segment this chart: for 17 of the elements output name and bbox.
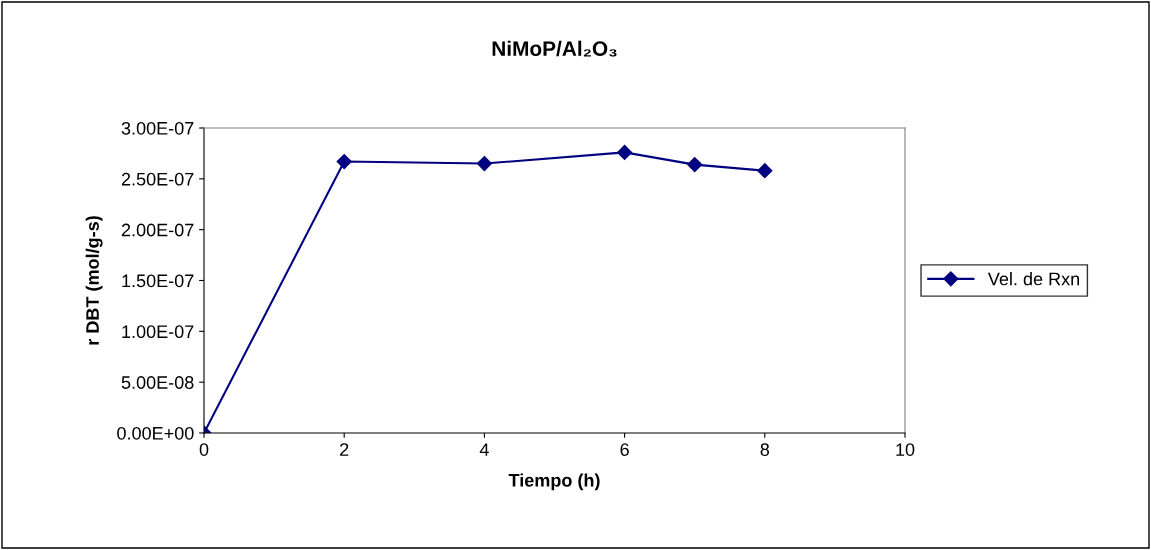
x-axis-title: Tiempo (h): [508, 473, 600, 491]
legend-label: Vel. de Rxn: [987, 272, 1080, 286]
y-tick-label: 5.00E-08: [121, 376, 194, 389]
y-tick-label: 1.00E-07: [122, 325, 194, 339]
y-tick-label: 1.50E-07: [122, 274, 194, 288]
y-tick-label: 3.00E-07: [121, 121, 194, 135]
y-tick-label: 2.50E-07: [121, 172, 194, 186]
x-tick-label: 4: [479, 443, 489, 456]
y-tick-label: 2.00E-07: [121, 223, 194, 237]
chart-title: NiMoP/Al₂O₃: [492, 40, 617, 57]
x-tick-label: 10: [896, 443, 915, 456]
x-tick-label: 8: [760, 443, 770, 456]
x-tick-label: 2: [340, 443, 349, 456]
x-tick-label: 0: [199, 443, 209, 456]
y-axis-title: r DBT (mol/g-s): [85, 216, 103, 345]
x-tick-label: 6: [620, 443, 629, 456]
y-tick-label: 0.00E+00: [117, 426, 194, 440]
